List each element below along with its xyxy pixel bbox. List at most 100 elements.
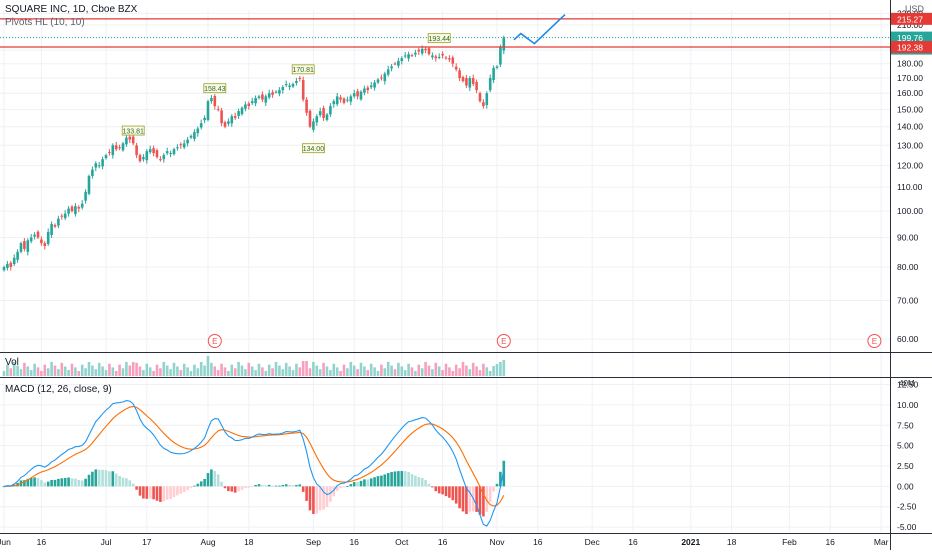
candle-body-44 — [152, 148, 155, 154]
macd-hist-bar-42 — [145, 486, 149, 499]
candle-body-142 — [485, 93, 489, 106]
volume-bar-44 — [152, 371, 155, 376]
macd-hist-bar-62 — [213, 471, 217, 487]
candle-body-77 — [264, 96, 268, 103]
volume-bar-31 — [108, 363, 111, 376]
candle-body-86 — [295, 81, 298, 84]
volume-bar-126 — [431, 369, 434, 376]
candle-body-115 — [393, 63, 397, 65]
volume-bar-35 — [121, 368, 125, 376]
volume-bar-80 — [274, 361, 278, 376]
candle-body-132 — [451, 57, 455, 64]
macd-hist-bar-56 — [193, 485, 196, 487]
candle-body-107 — [366, 87, 370, 91]
volume-bar-117 — [400, 366, 404, 376]
macd-hist-bar-60 — [206, 473, 210, 487]
candle-body-139 — [475, 82, 478, 91]
macd-hist-bar-36 — [125, 478, 128, 487]
candle-body-35 — [121, 143, 125, 151]
candle-body-48 — [165, 151, 169, 154]
candle-body-37 — [128, 136, 132, 140]
macd-hist-bar-85 — [291, 485, 295, 487]
macd-hist-bar-78 — [267, 484, 271, 487]
macd-hist-bar-0 — [2, 486, 6, 488]
volume-bar-8 — [29, 370, 33, 376]
candle-body-15 — [53, 224, 57, 227]
projection-path — [513, 13, 566, 45]
macd-hist-bar-15 — [53, 479, 57, 487]
macd-hist-bar-10 — [36, 478, 40, 487]
candle-body-9 — [33, 234, 36, 237]
macd-hist-bar-122 — [417, 477, 421, 487]
macd-hist-bar-128 — [437, 486, 441, 494]
macd-hist-bar-115 — [393, 471, 397, 487]
candle-body-30 — [104, 155, 108, 159]
candle-body-66 — [227, 121, 230, 124]
candle-body-12 — [43, 243, 47, 246]
macd-hist-bar-53 — [182, 486, 186, 492]
candle-body-31 — [108, 152, 111, 154]
candle-body-105 — [359, 91, 363, 100]
volume-bar-128 — [437, 366, 441, 376]
candle-body-100 — [342, 98, 346, 103]
earnings-marker-2 — [867, 334, 882, 348]
price-label-0: 215.27 — [897, 14, 923, 24]
volume-bar-26 — [91, 365, 94, 376]
price-tick-0: 60.00 — [897, 334, 919, 344]
volume-bar-52 — [179, 370, 183, 376]
macd-line — [3, 400, 505, 527]
candle-body-78 — [267, 93, 271, 98]
candle-body-42 — [145, 151, 149, 161]
candle-body-129 — [441, 53, 444, 56]
time-tick-16: Feb — [782, 537, 797, 547]
macd-hist-bar-114 — [390, 472, 393, 487]
volume-bar-131 — [448, 367, 451, 376]
volume-bar-9 — [33, 363, 36, 376]
candle-body-23 — [80, 203, 84, 208]
volume-bar-77 — [264, 371, 268, 376]
volume-bar-21 — [74, 367, 77, 376]
volume-bar-125 — [427, 365, 431, 376]
candle-body-1 — [6, 263, 9, 269]
candle-body-92 — [315, 116, 319, 123]
macd-hist-bar-99 — [339, 486, 342, 489]
macd-hist-bar-90 — [308, 486, 312, 511]
candle-body-69 — [237, 111, 240, 116]
macd-hist-bar-32 — [111, 471, 115, 487]
volume-scale-label: 40M — [899, 379, 915, 388]
volume-bar-30 — [104, 370, 108, 376]
volume-bar-1 — [6, 364, 9, 376]
macd-hist-bar-121 — [414, 475, 417, 487]
macd-hist-bar-69 — [237, 486, 240, 492]
candle-body-71 — [244, 104, 247, 109]
price-tick-1: 70.00 — [897, 295, 919, 305]
candle-body-5 — [19, 243, 23, 252]
time-tick-9: 16 — [438, 537, 448, 547]
macd-hist-bar-102 — [349, 484, 353, 487]
candle-body-116 — [397, 60, 400, 66]
volume-bar-113 — [386, 361, 390, 376]
candle-body-2 — [9, 262, 13, 268]
macd-hist-bar-19 — [67, 477, 70, 487]
macd-hist-bar-94 — [322, 486, 325, 510]
time-tick-15: 18 — [727, 537, 737, 547]
candle-body-95 — [325, 114, 329, 120]
candle-body-51 — [176, 147, 179, 149]
price-tick-11: 170.00 — [897, 73, 923, 83]
macd-hist-bar-8 — [29, 477, 33, 487]
price-tick-8: 140.00 — [897, 122, 923, 132]
candle-body-36 — [125, 137, 128, 145]
volume-bar-91 — [312, 361, 315, 376]
candle-body-27 — [94, 163, 98, 168]
candle-body-108 — [369, 85, 373, 88]
candle-body-114 — [390, 66, 393, 69]
pivot-label-4: 193.44 — [428, 36, 450, 43]
macd-hist-bar-112 — [383, 474, 387, 487]
volume-bar-83 — [284, 362, 288, 376]
macd-hist-bar-118 — [403, 471, 407, 487]
volume-bar-24 — [84, 368, 87, 376]
macd-hist-bar-135 — [461, 486, 465, 512]
candle-body-126 — [431, 55, 434, 58]
